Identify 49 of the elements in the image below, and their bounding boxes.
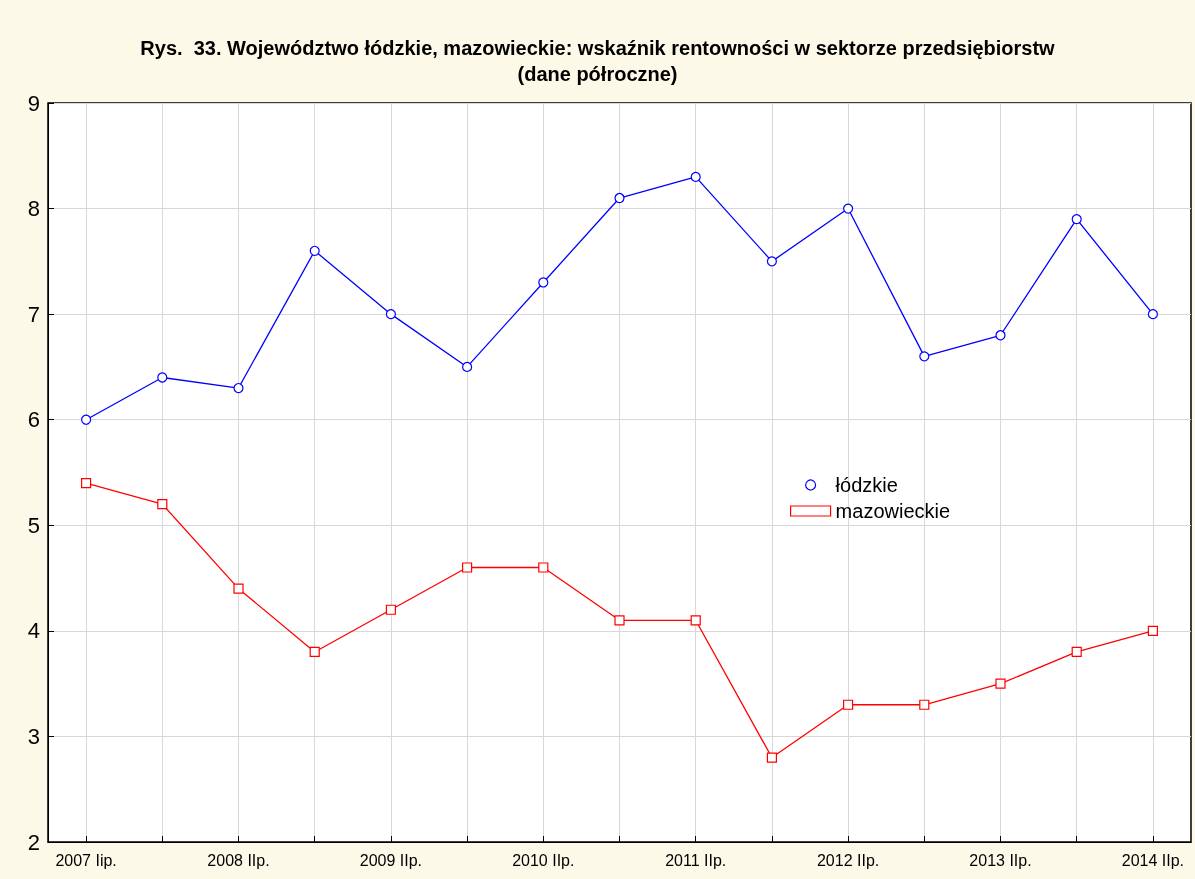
y-tick-label: 6 xyxy=(27,407,40,433)
point xyxy=(919,351,930,362)
point xyxy=(690,171,701,182)
point xyxy=(1071,646,1082,658)
chart-title: Rys. 33. Województwo łódzkie, mazowieckie: wskaźnik rentowności w sektorze przedsiębiorstw (dane półroczne) xyxy=(140,37,1056,85)
point xyxy=(1071,214,1082,225)
point xyxy=(766,752,777,763)
point xyxy=(233,382,244,394)
point xyxy=(995,330,1006,341)
point xyxy=(1147,625,1158,636)
y-tick-label: 7 xyxy=(27,301,40,327)
x-tick-label: 2013 IIp. xyxy=(969,851,1032,869)
point xyxy=(995,678,1006,689)
point xyxy=(462,562,473,573)
point xyxy=(462,361,473,373)
point xyxy=(1147,309,1158,320)
point xyxy=(157,372,168,383)
x-tick-label: 2007 Iip. xyxy=(55,851,117,869)
point xyxy=(538,562,549,573)
point xyxy=(81,414,92,425)
legend-label: łódzkie xyxy=(835,474,898,496)
x-tick-label: 2014 IIp. xyxy=(1121,851,1185,869)
y-tick-label: 2 xyxy=(27,829,40,855)
point xyxy=(538,277,549,288)
point xyxy=(385,309,396,320)
x-tick-label: 2012 IIp. xyxy=(816,851,880,869)
point xyxy=(81,477,92,489)
y-tick-label: 4 xyxy=(27,618,40,644)
y-tick-label: 9 xyxy=(27,90,40,116)
point xyxy=(233,583,244,594)
y-tick-label: 8 xyxy=(27,196,40,222)
x-tick-label: 2008 IIp. xyxy=(207,851,270,869)
point xyxy=(309,245,320,256)
y-tick-label: 3 xyxy=(27,723,40,749)
point xyxy=(385,604,396,615)
point xyxy=(690,615,701,626)
point xyxy=(157,499,168,510)
point xyxy=(766,256,777,267)
legend-label: mazowieckie xyxy=(835,500,951,522)
x-tick-label: 2011 IIp. xyxy=(665,851,727,869)
x-tick-label: 2010 IIp. xyxy=(512,851,575,869)
point xyxy=(309,646,320,658)
x-tick-label: 2009 IIp. xyxy=(359,851,423,869)
point xyxy=(614,192,625,204)
point xyxy=(843,203,854,214)
y-tick-label: 5 xyxy=(27,512,40,538)
point xyxy=(919,699,930,710)
point xyxy=(843,699,854,710)
point xyxy=(614,615,625,626)
